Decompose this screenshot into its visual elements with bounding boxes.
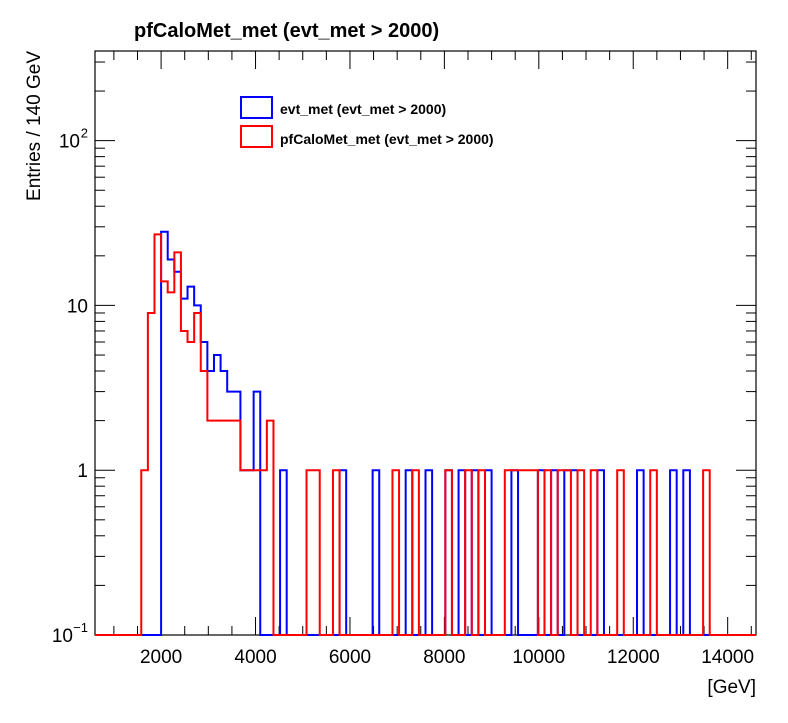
y-tick-label: 10 — [67, 296, 88, 317]
chart-title: pfCaloMet_met (evt_met > 2000) — [134, 20, 439, 42]
x-tick-labels: 2000 4000 6000 8000 10000 12000 14000 — [140, 647, 754, 668]
legend-swatch-evt-met — [240, 96, 273, 119]
y-tick-label: 1 — [77, 461, 88, 482]
y-tick-label: 10 — [59, 132, 80, 153]
legend-label-pfcalomet: pfCaloMet_met (evt_met > 2000) — [280, 131, 494, 147]
legend-label-evt-met: evt_met (evt_met > 2000) — [280, 101, 446, 117]
x-tick-label: 8000 — [423, 647, 465, 668]
y-tick-label-exponent: 2 — [81, 126, 88, 141]
y-tick-label: 10 — [52, 626, 73, 647]
x-tick-label: 6000 — [329, 647, 371, 668]
x-axis-label: [GeV] — [707, 677, 756, 698]
legend-swatch-pfcalomet — [240, 125, 273, 148]
x-tick-label: 4000 — [234, 647, 276, 668]
x-tick-label: 14000 — [701, 647, 754, 668]
legend: evt_met (evt_met > 2000) pfCaloMet_met (… — [240, 96, 494, 148]
histogram-series — [95, 230, 756, 636]
y-axis-label: Entries / 140 GeV — [24, 51, 45, 201]
x-tick-label: 2000 — [140, 647, 182, 668]
x-tick-label: 10000 — [512, 647, 565, 668]
y-tick-label-exponent: −1 — [73, 620, 88, 635]
x-tick-label: 12000 — [607, 647, 660, 668]
series-line-1 — [95, 233, 756, 636]
